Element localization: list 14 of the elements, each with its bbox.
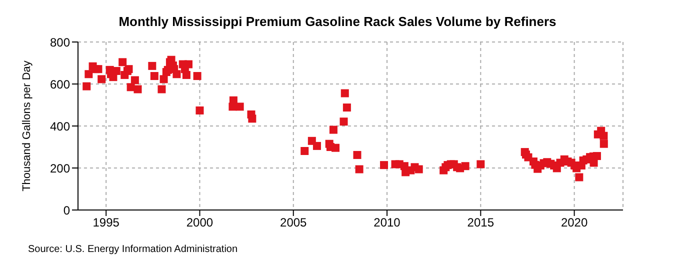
- source-note: Source: U.S. Energy Information Administration: [28, 244, 238, 255]
- x-tick-label: 1995: [92, 216, 120, 230]
- x-tick-label: 2010: [374, 216, 401, 230]
- chart-title: Monthly Mississippi Premium Gasoline Rack Sales Volume by Refiners: [118, 13, 558, 31]
- x-tick-label: 2000: [186, 216, 214, 230]
- x-tick-label: 2005: [280, 216, 308, 230]
- y-tick-label: 200: [50, 161, 70, 176]
- x-tick-label: 2015: [467, 216, 494, 230]
- y-axis-title: Thousand Gallons per Day: [20, 60, 33, 192]
- y-tick-label: 0: [63, 203, 70, 218]
- y-tick-label: 600: [50, 77, 70, 92]
- y-tick-label: 400: [50, 119, 70, 134]
- x-tick-label: 2020: [560, 216, 588, 230]
- y-tick-label: 800: [50, 35, 70, 50]
